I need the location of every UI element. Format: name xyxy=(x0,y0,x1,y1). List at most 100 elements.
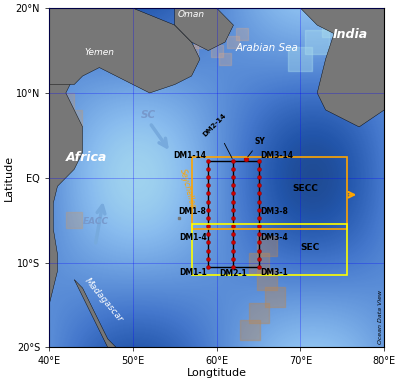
Point xyxy=(230,215,237,221)
Point xyxy=(348,5,354,11)
Text: Ocean Data View: Ocean Data View xyxy=(378,290,382,344)
Point xyxy=(205,256,212,262)
Point xyxy=(205,207,212,213)
Point xyxy=(63,99,69,105)
Point xyxy=(205,223,212,229)
Point xyxy=(205,264,212,270)
Point xyxy=(63,132,69,138)
Point xyxy=(205,231,212,237)
Point xyxy=(230,166,237,172)
Point xyxy=(205,174,212,180)
Text: SY: SY xyxy=(248,137,265,157)
Point xyxy=(230,223,237,229)
Point xyxy=(255,158,262,164)
Point xyxy=(71,115,78,121)
Point xyxy=(255,256,262,262)
Point xyxy=(230,190,237,196)
Text: Arabian Sea: Arabian Sea xyxy=(236,42,298,53)
Point xyxy=(255,199,262,205)
Point xyxy=(205,215,212,221)
Point xyxy=(255,248,262,254)
Text: DM1-8: DM1-8 xyxy=(179,207,207,216)
Text: Oman: Oman xyxy=(178,10,205,19)
Point xyxy=(205,190,212,196)
Point xyxy=(180,56,186,62)
Point xyxy=(230,39,237,45)
X-axis label: Longtitude: Longtitude xyxy=(187,368,247,378)
Polygon shape xyxy=(175,8,234,50)
Point xyxy=(205,158,212,164)
Point xyxy=(197,39,203,45)
Point xyxy=(255,166,262,172)
Point xyxy=(255,231,262,237)
Point xyxy=(247,327,253,333)
Text: DM3-14: DM3-14 xyxy=(260,151,293,160)
Point xyxy=(239,31,245,37)
Point xyxy=(255,259,262,265)
Text: SC: SC xyxy=(141,110,156,120)
Point xyxy=(331,22,337,28)
Polygon shape xyxy=(74,280,116,347)
Point xyxy=(255,182,262,188)
Point xyxy=(71,217,78,223)
Point xyxy=(205,166,212,172)
Text: Seychelles: Seychelles xyxy=(178,168,197,209)
Point xyxy=(222,56,228,62)
Point xyxy=(205,31,212,37)
Text: DM2-14: DM2-14 xyxy=(202,113,232,159)
Point xyxy=(272,293,278,299)
Point xyxy=(264,243,270,249)
Point xyxy=(255,174,262,180)
Point xyxy=(364,73,371,79)
Text: Madagascar: Madagascar xyxy=(82,276,124,324)
Point xyxy=(255,240,262,246)
Point xyxy=(54,149,61,155)
Bar xyxy=(192,225,346,275)
Point xyxy=(297,56,304,62)
Text: SEC: SEC xyxy=(300,243,320,252)
Point xyxy=(205,182,212,188)
Point xyxy=(230,231,237,237)
Polygon shape xyxy=(49,8,83,347)
Text: Yemen: Yemen xyxy=(84,48,114,57)
Point xyxy=(205,248,212,254)
Bar xyxy=(192,157,346,229)
Point xyxy=(264,277,270,283)
Text: DM3-1: DM3-1 xyxy=(260,268,288,277)
Point xyxy=(314,39,320,45)
Point xyxy=(54,81,61,87)
Text: India: India xyxy=(333,28,368,41)
Point xyxy=(230,199,237,205)
Text: DM2-1: DM2-1 xyxy=(220,269,247,278)
Point xyxy=(255,264,262,270)
Point xyxy=(255,215,262,221)
Text: DM3-4: DM3-4 xyxy=(260,233,288,242)
Point xyxy=(214,47,220,53)
Text: EACC: EACC xyxy=(83,217,109,227)
Y-axis label: Latitude: Latitude xyxy=(4,155,14,201)
Point xyxy=(172,39,178,45)
Point xyxy=(381,90,388,96)
Point xyxy=(230,256,237,262)
Point xyxy=(230,158,237,164)
Point xyxy=(205,240,212,246)
Point xyxy=(255,311,262,317)
Point xyxy=(230,207,237,213)
Text: DM1-4: DM1-4 xyxy=(179,233,207,242)
Text: DM3-8: DM3-8 xyxy=(260,207,288,216)
Point xyxy=(255,190,262,196)
Point xyxy=(230,240,237,246)
Point xyxy=(230,264,237,270)
Point xyxy=(255,207,262,213)
Point xyxy=(230,248,237,254)
Point xyxy=(230,182,237,188)
Polygon shape xyxy=(284,8,384,127)
Point xyxy=(230,174,237,180)
Text: DM1-14: DM1-14 xyxy=(174,151,207,160)
Text: SECC: SECC xyxy=(292,183,318,193)
Point xyxy=(205,199,212,205)
Text: DM1-1: DM1-1 xyxy=(179,268,207,277)
Point xyxy=(188,47,195,53)
Text: Africa: Africa xyxy=(66,151,108,164)
Point xyxy=(255,223,262,229)
